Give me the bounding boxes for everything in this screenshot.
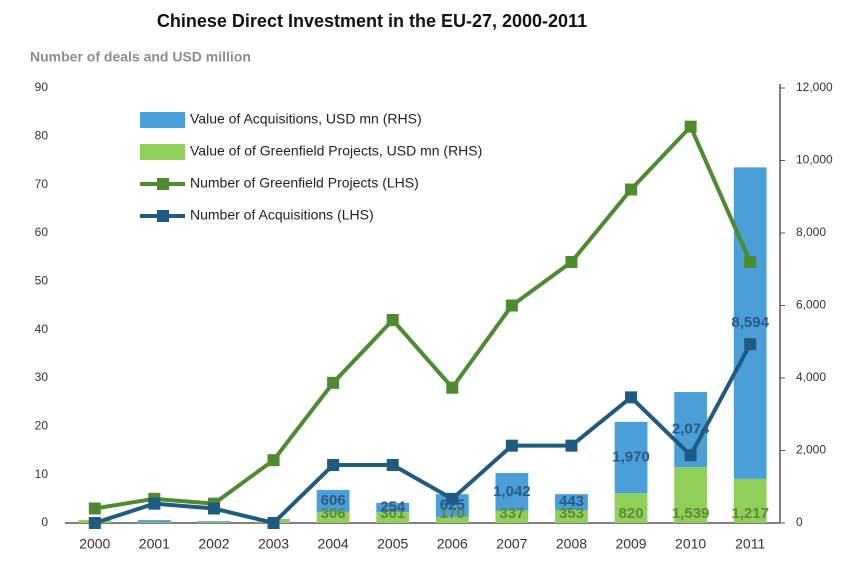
- line-marker: [505, 299, 518, 312]
- acquisition-bar: [376, 502, 410, 513]
- greenfield-value-label: 306: [321, 505, 346, 522]
- greenfield-bar: [376, 512, 410, 523]
- line-marker: [625, 183, 638, 196]
- line-marker: [386, 314, 399, 326]
- greenfield-bar: [495, 510, 529, 523]
- x-tick-label: 2006: [437, 536, 468, 552]
- acquisition-bar: [316, 489, 350, 512]
- line-series: [94, 123, 753, 511]
- y2-tick-label: 8,000: [796, 225, 826, 239]
- line-marker: [684, 449, 697, 462]
- x-tick-label: 2000: [79, 536, 110, 552]
- acquisition-bar: [733, 167, 767, 479]
- greenfield-value-label: 1,539: [672, 505, 710, 522]
- x-tick-label: 2003: [258, 536, 289, 552]
- y2-tick-label: 6,000: [796, 298, 826, 312]
- y-tick-label: 0: [41, 515, 48, 529]
- y2-tick-label: 10,000: [796, 153, 833, 167]
- acquisition-value-label: 606: [321, 492, 346, 509]
- x-tick-label: 2007: [496, 536, 527, 552]
- x-tick-label: 2011: [735, 536, 765, 552]
- line-marker: [88, 502, 101, 515]
- acquisition-bar: [614, 421, 648, 494]
- greenfield-bar: [733, 478, 767, 523]
- line-marker: [744, 256, 757, 268]
- greenfield-value-label: 337: [499, 505, 524, 522]
- greenfield-bar: [674, 467, 708, 523]
- greenfield-value-label: 353: [559, 505, 584, 522]
- x-tick-label: 2005: [377, 536, 408, 552]
- acquisition-bar: [495, 473, 529, 511]
- x-tick-label: 2008: [556, 536, 587, 552]
- y-tick-label: 50: [35, 274, 49, 288]
- acquisition-value-label: 443: [559, 493, 584, 510]
- greenfield-bar: [137, 522, 171, 523]
- line-marker: [267, 517, 280, 529]
- x-tick-label: 2009: [615, 536, 646, 552]
- acquisition-value-label: 1,970: [612, 449, 650, 466]
- line-marker: [505, 439, 518, 452]
- greenfield-value-label: 301: [380, 505, 405, 522]
- y-tick-label: 90: [35, 80, 49, 94]
- y2-tick-label: 12,000: [796, 80, 833, 94]
- line-marker: [565, 256, 578, 268]
- line-marker: [744, 338, 757, 351]
- line-marker: [327, 459, 340, 471]
- legend-marker: [157, 178, 169, 190]
- line-marker: [88, 517, 101, 529]
- y-tick-label: 70: [35, 177, 49, 191]
- line-series: [94, 343, 752, 526]
- acquisition-bar: [197, 521, 231, 523]
- legend-label: Value of Acquisitions, USD mn (RHS): [190, 111, 422, 127]
- y-tick-label: 80: [35, 129, 49, 143]
- greenfield-bar: [555, 510, 588, 523]
- acquisition-value-label: 1,042: [493, 483, 531, 500]
- y2-tick-label: 4,000: [796, 370, 826, 384]
- line-marker: [446, 381, 459, 394]
- legend-marker: [157, 210, 169, 222]
- line-marker: [565, 439, 578, 452]
- acquisition-value-label: 2,074: [672, 421, 710, 438]
- greenfield-bar: [614, 493, 648, 523]
- acquisition-value-label: 254: [380, 498, 406, 515]
- line-marker: [625, 391, 638, 404]
- x-tick-label: 2010: [675, 536, 706, 552]
- y2-tick-label: 0: [796, 515, 803, 529]
- greenfield-value-label: 170: [440, 505, 465, 522]
- x-tick-label: 2002: [198, 536, 229, 552]
- legend-swatch: [140, 144, 185, 160]
- legend-label: Number of Acquisitions (LHS): [190, 207, 374, 223]
- greenfield-bar: [316, 511, 350, 523]
- y-tick-label: 10: [35, 467, 49, 481]
- legend-swatch: [140, 112, 185, 128]
- line-marker: [446, 492, 459, 505]
- legend-label: Value of of Greenfield Projects, USD mn …: [190, 143, 482, 159]
- y2-tick-label: 2,000: [796, 443, 826, 457]
- acquisition-bar: [555, 494, 588, 511]
- y-tick-label: 20: [35, 419, 49, 433]
- x-tick-label: 2001: [139, 536, 170, 552]
- x-tick-label: 2004: [318, 536, 349, 552]
- y-tick-label: 40: [35, 322, 49, 336]
- acquisition-value-label: 8,594: [731, 314, 769, 331]
- line-marker: [327, 376, 340, 389]
- y-tick-label: 60: [35, 225, 49, 239]
- line-marker: [684, 120, 697, 133]
- greenfield-bar: [435, 516, 469, 523]
- chart-title: Chinese Direct Investment in the EU-27, …: [157, 11, 587, 31]
- acquisition-bar: [137, 520, 171, 523]
- line-marker: [267, 454, 280, 467]
- line-marker: [207, 502, 220, 515]
- acquisition-value-label: 625: [440, 496, 465, 513]
- greenfield-value-label: 1,217: [731, 505, 769, 522]
- chart-subtitle: Number of deals and USD million: [30, 49, 251, 65]
- acquisition-bar: [435, 494, 469, 517]
- line-marker: [148, 497, 161, 510]
- greenfield-bar: [197, 522, 231, 523]
- legend-label: Number of Greenfield Projects (LHS): [190, 175, 419, 191]
- line-marker: [386, 459, 399, 471]
- greenfield-value-label: 820: [619, 505, 644, 522]
- y-tick-label: 30: [35, 370, 49, 384]
